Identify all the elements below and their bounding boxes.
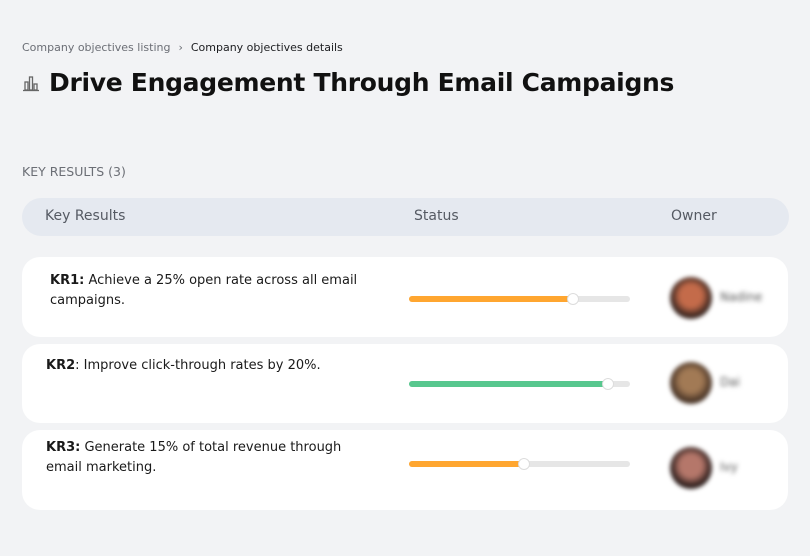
progress-thumb — [601, 378, 614, 390]
key-result-text: KR2: Improve click-through rates by 20%. — [46, 356, 366, 376]
owner-name: Dai — [720, 375, 740, 389]
table-row[interactable]: KR1: Achieve a 25% open rate across all … — [22, 257, 788, 337]
building-chart-icon — [23, 75, 39, 91]
avatar — [670, 447, 712, 489]
key-results-count: KEY RESULTS (3) — [22, 164, 126, 179]
table-row[interactable]: KR2: Improve click-through rates by 20%.… — [22, 344, 788, 423]
key-result-description: Generate 15% of total revenue through em… — [46, 440, 342, 475]
progress-fill — [409, 381, 608, 387]
header-owner: Owner — [671, 208, 717, 224]
progress-bar — [409, 293, 630, 305]
page-title: Drive Engagement Through Email Campaigns — [49, 68, 675, 97]
progress-thumb — [566, 293, 579, 305]
key-result-text: KR1: Achieve a 25% open rate across all … — [50, 271, 370, 311]
breadcrumb-separator: › — [178, 41, 183, 54]
progress-fill — [409, 296, 573, 302]
progress-fill — [409, 461, 524, 467]
table-header: Key Results Status Owner — [22, 198, 789, 236]
key-result-text: KR3: Generate 15% of total revenue throu… — [46, 438, 366, 478]
breadcrumb: Company objectives listing › Company obj… — [22, 41, 343, 54]
key-result-id: KR1: — [50, 273, 85, 288]
header-key-results: Key Results — [45, 208, 126, 224]
progress-bar — [409, 378, 630, 390]
progress-thumb — [517, 458, 530, 470]
owner-name: Ivy — [720, 460, 738, 474]
progress-bar — [409, 458, 630, 470]
owner-name: Nadine — [720, 290, 763, 304]
key-result-id: KR2 — [46, 358, 76, 373]
breadcrumb-parent-link[interactable]: Company objectives listing — [22, 41, 171, 54]
header-status: Status — [414, 208, 459, 224]
table-row[interactable]: KR3: Generate 15% of total revenue throu… — [22, 430, 788, 510]
avatar — [670, 362, 712, 404]
key-result-description: Achieve a 25% open rate across all email… — [50, 273, 358, 308]
avatar — [670, 277, 712, 319]
key-result-id: KR3: — [46, 440, 81, 455]
breadcrumb-current: Company objectives details — [190, 41, 343, 54]
page-header: Drive Engagement Through Email Campaigns — [22, 68, 674, 97]
key-result-description: : Improve click-through rates by 20%. — [75, 358, 321, 373]
